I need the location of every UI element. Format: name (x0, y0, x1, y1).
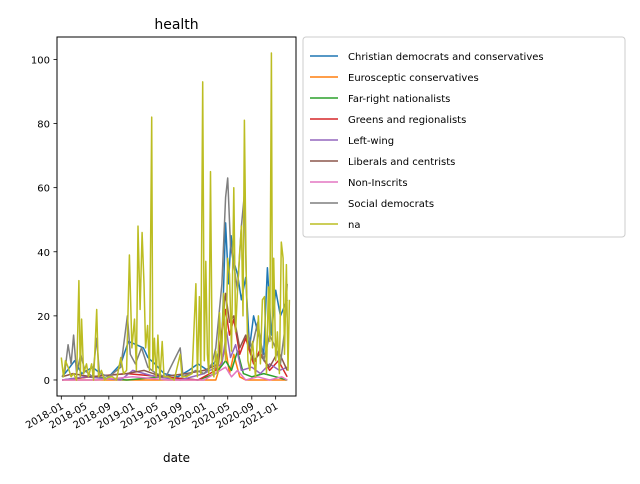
series-line-6 (62, 366, 288, 381)
series-line-8 (60, 52, 291, 381)
legend-box (302, 36, 626, 238)
legend-label-5: Liberals and centrists (348, 157, 455, 168)
legend-label-8: na (348, 220, 360, 231)
series-lines (60, 52, 291, 381)
series-line-2 (62, 350, 288, 381)
y-tick-label: 0 (44, 376, 50, 387)
plot-area (56, 36, 297, 397)
legend-label-6: Non-Inscrits (348, 178, 408, 189)
y-tick-label: 100 (31, 55, 50, 66)
x-axis-label: date (163, 451, 190, 465)
x-axis: 2018-012018-052018-092019-012019-052019-… (24, 396, 280, 431)
y-axis: 0 20 40 60 80 100 (31, 55, 57, 387)
legend-label-7: Social democrats (348, 199, 434, 210)
axes-frame (56, 36, 297, 397)
y-tick-label: 80 (37, 120, 50, 131)
legend-label-1: Eurosceptic conservatives (348, 73, 479, 84)
y-tick-label: 40 (37, 248, 50, 259)
chart-title: health (154, 17, 198, 33)
legend-label-0: Christian democrats and conservatives (348, 52, 544, 63)
series-line-4 (61, 331, 288, 381)
legend: Christian democrats and conservatives Eur… (302, 36, 626, 238)
legend-label-3: Greens and regionalists (348, 115, 466, 126)
y-tick-label: 60 (37, 184, 50, 195)
y-tick-label: 20 (37, 312, 50, 323)
legend-label-2: Far-right nationalists (348, 94, 450, 105)
legend-label-4: Left-wing (348, 136, 394, 147)
legend-items: Christian democrats and conservatives Eur… (310, 52, 544, 231)
